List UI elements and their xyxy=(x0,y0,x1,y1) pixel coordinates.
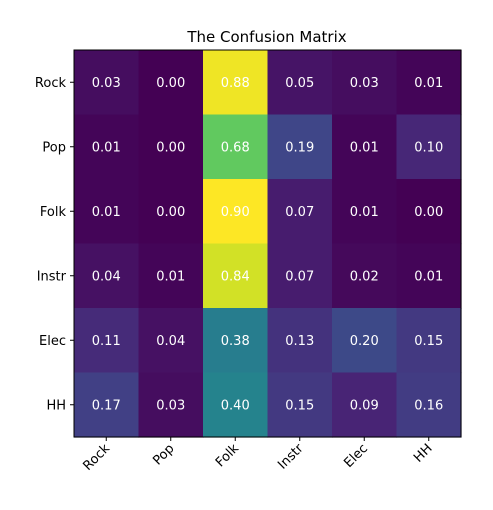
cell-elec-rock xyxy=(74,308,140,374)
cell-rock-elec xyxy=(332,50,398,116)
cell-value-hh-folk: 0.40 xyxy=(221,398,250,413)
cell-pop-rock xyxy=(74,114,140,180)
cell-value-pop-elec: 0.01 xyxy=(350,140,379,155)
cell-elec-hh xyxy=(396,308,462,374)
cell-value-rock-instr: 0.05 xyxy=(285,76,314,91)
cell-value-instr-rock: 0.04 xyxy=(92,269,121,284)
x-axis: Rock Pop Folk Instr Elec HH xyxy=(80,437,436,474)
cell-rock-hh xyxy=(396,50,462,116)
cell-instr-pop xyxy=(138,243,204,309)
cell-elec-pop xyxy=(138,308,204,374)
y-axis: Rock Pop Folk Instr Elec HH xyxy=(35,76,74,413)
cell-hh-pop xyxy=(138,372,204,438)
cell-folk-hh xyxy=(396,179,462,245)
cell-folk-pop xyxy=(138,179,204,245)
cell-value-instr-pop: 0.01 xyxy=(156,269,185,284)
cell-value-instr-folk: 0.84 xyxy=(221,269,250,284)
cell-value-instr-instr: 0.07 xyxy=(285,269,314,284)
y-tick-label-instr: Instr xyxy=(37,269,67,284)
cell-value-hh-rock: 0.17 xyxy=(92,398,121,413)
cell-value-instr-hh: 0.01 xyxy=(414,269,443,284)
cell-value-pop-pop: 0.00 xyxy=(156,140,185,155)
cell-value-pop-instr: 0.19 xyxy=(285,140,314,155)
x-tick-label-pop: Pop xyxy=(150,441,177,468)
cell-value-folk-pop: 0.00 xyxy=(156,205,185,220)
cell-pop-pop xyxy=(138,114,204,180)
cell-value-elec-rock: 0.11 xyxy=(92,334,121,349)
cell-value-folk-folk: 0.90 xyxy=(221,205,250,220)
cell-folk-instr xyxy=(267,179,333,245)
cell-rock-rock xyxy=(74,50,140,116)
chart-title: The Confusion Matrix xyxy=(186,28,346,46)
cell-folk-folk xyxy=(203,179,269,245)
heatmap-cells xyxy=(74,50,462,438)
x-tick-label-instr: Instr xyxy=(275,441,307,473)
cell-elec-instr xyxy=(267,308,333,374)
cell-elec-elec xyxy=(332,308,398,374)
x-tick-label-folk: Folk xyxy=(213,441,242,470)
cell-value-rock-elec: 0.03 xyxy=(350,76,379,91)
cell-value-elec-folk: 0.38 xyxy=(221,334,250,349)
cell-instr-hh xyxy=(396,243,462,309)
cell-value-rock-pop: 0.00 xyxy=(156,76,185,91)
y-tick-label-rock: Rock xyxy=(35,76,67,91)
cell-value-hh-hh: 0.16 xyxy=(414,398,443,413)
cell-value-hh-pop: 0.03 xyxy=(156,398,185,413)
cell-value-instr-elec: 0.02 xyxy=(350,269,379,284)
cell-hh-elec xyxy=(332,372,398,438)
cell-value-elec-elec: 0.20 xyxy=(350,334,379,349)
cell-rock-instr xyxy=(267,50,333,116)
x-tick-label-hh: HH xyxy=(411,441,435,465)
cell-value-rock-hh: 0.01 xyxy=(414,76,443,91)
cell-value-pop-folk: 0.68 xyxy=(221,140,250,155)
cell-instr-instr xyxy=(267,243,333,309)
heatmap-cell-labels: 0.03 0.00 0.88 0.05 0.03 0.01 0.01 0.00 0.68 0.19… xyxy=(92,76,443,414)
cell-pop-hh xyxy=(396,114,462,180)
cell-value-elec-pop: 0.04 xyxy=(156,334,185,349)
cell-value-hh-instr: 0.15 xyxy=(285,398,314,413)
cell-value-folk-hh: 0.00 xyxy=(414,205,443,220)
cell-elec-folk xyxy=(203,308,269,374)
cell-value-pop-hh: 0.10 xyxy=(414,140,443,155)
x-tick-label-rock: Rock xyxy=(80,441,113,474)
cell-folk-elec xyxy=(332,179,398,245)
cell-instr-folk xyxy=(203,243,269,309)
plot-frame xyxy=(73,49,462,438)
cell-value-pop-rock: 0.01 xyxy=(92,140,121,155)
y-tick-label-pop: Pop xyxy=(42,140,66,155)
cell-hh-rock xyxy=(74,372,140,438)
cell-value-folk-rock: 0.01 xyxy=(92,205,121,220)
cell-instr-rock xyxy=(74,243,140,309)
y-tick-label-hh: HH xyxy=(46,398,66,413)
cell-hh-hh xyxy=(396,372,462,438)
cell-pop-instr xyxy=(267,114,333,180)
cell-folk-rock xyxy=(74,179,140,245)
cell-pop-elec xyxy=(332,114,398,180)
cell-value-elec-hh: 0.15 xyxy=(414,334,443,349)
cell-hh-folk xyxy=(203,372,269,438)
x-tick-label-elec: Elec xyxy=(341,441,371,471)
cell-value-folk-elec: 0.01 xyxy=(350,205,379,220)
cell-instr-elec xyxy=(332,243,398,309)
y-tick-label-elec: Elec xyxy=(39,334,66,349)
cell-hh-instr xyxy=(267,372,333,438)
cell-rock-pop xyxy=(138,50,204,116)
cell-value-rock-rock: 0.03 xyxy=(92,76,121,91)
cell-value-hh-elec: 0.09 xyxy=(350,398,379,413)
cell-value-folk-instr: 0.07 xyxy=(285,205,314,220)
cell-value-rock-folk: 0.88 xyxy=(221,76,250,91)
cell-rock-folk xyxy=(203,50,269,116)
y-tick-label-folk: Folk xyxy=(40,205,67,220)
cell-pop-folk xyxy=(203,114,269,180)
cell-value-elec-instr: 0.13 xyxy=(285,334,314,349)
